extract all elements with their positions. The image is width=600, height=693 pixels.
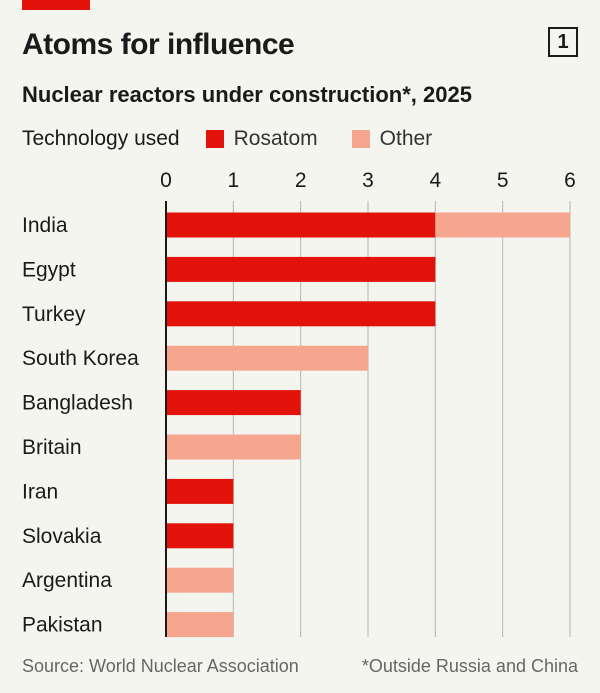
bar-rosatom <box>166 301 436 327</box>
category-label: Egypt <box>22 258 76 281</box>
chart-title: Atoms for influence <box>22 28 295 61</box>
bar-rosatom <box>166 256 436 282</box>
category-label: Bangladesh <box>22 392 133 415</box>
legend-swatch-rosatom <box>205 130 224 148</box>
x-tick-label: 0 <box>160 169 172 192</box>
source-note: Source: World Nuclear Association <box>22 656 299 676</box>
legend-label-other: Other <box>379 127 433 150</box>
bar-rosatom <box>166 212 436 238</box>
category-label: Slovakia <box>22 525 102 548</box>
category-label: South Korea <box>22 347 139 370</box>
category-label: Britain <box>22 436 82 459</box>
category-label: Turkey <box>22 303 86 326</box>
bar-rosatom <box>166 390 301 416</box>
chart-subtitle: Nuclear reactors under construction*, 20… <box>22 82 472 107</box>
bar-rosatom <box>166 478 234 504</box>
x-tick-label: 3 <box>362 169 374 192</box>
legend: Technology used Rosatom Other <box>22 127 466 151</box>
x-tick-label: 6 <box>564 169 576 192</box>
legend-swatch-other <box>351 130 370 148</box>
category-label: Iran <box>22 480 58 503</box>
x-tick-label: 2 <box>295 169 307 192</box>
x-tick-label: 1 <box>227 169 239 192</box>
bar-other <box>166 434 301 460</box>
category-label: India <box>22 214 68 237</box>
legend-item-other: Other <box>351 127 433 151</box>
bar-chart: 0 1 2 3 4 5 6 India Egypt Turkey South Korea Bangla… <box>22 169 576 638</box>
x-tick-label: 4 <box>429 169 441 192</box>
bar-other <box>166 345 368 371</box>
bar-rosatom <box>166 523 234 549</box>
x-tick-label: 5 <box>497 169 509 192</box>
bar-other <box>166 567 234 593</box>
legend-item-rosatom: Rosatom <box>205 127 318 151</box>
category-label: Argentina <box>22 569 112 592</box>
footnote: *Outside Russia and China <box>361 656 578 676</box>
bar-other <box>435 212 570 238</box>
legend-title: Technology used <box>22 127 180 150</box>
chart-number-badge: 1 <box>548 27 578 57</box>
bar-other <box>166 612 234 638</box>
accent-bar <box>22 0 90 10</box>
legend-label-rosatom: Rosatom <box>233 127 318 150</box>
category-label: Pakistan <box>22 614 103 637</box>
